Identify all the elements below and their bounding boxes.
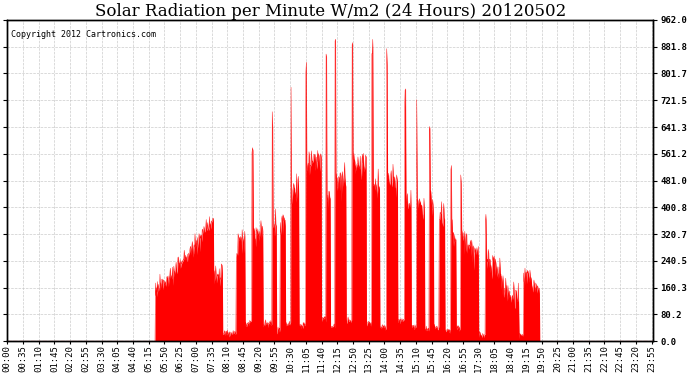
Title: Solar Radiation per Minute W/m2 (24 Hours) 20120502: Solar Radiation per Minute W/m2 (24 Hour… [95,3,566,20]
Text: Copyright 2012 Cartronics.com: Copyright 2012 Cartronics.com [10,30,155,39]
